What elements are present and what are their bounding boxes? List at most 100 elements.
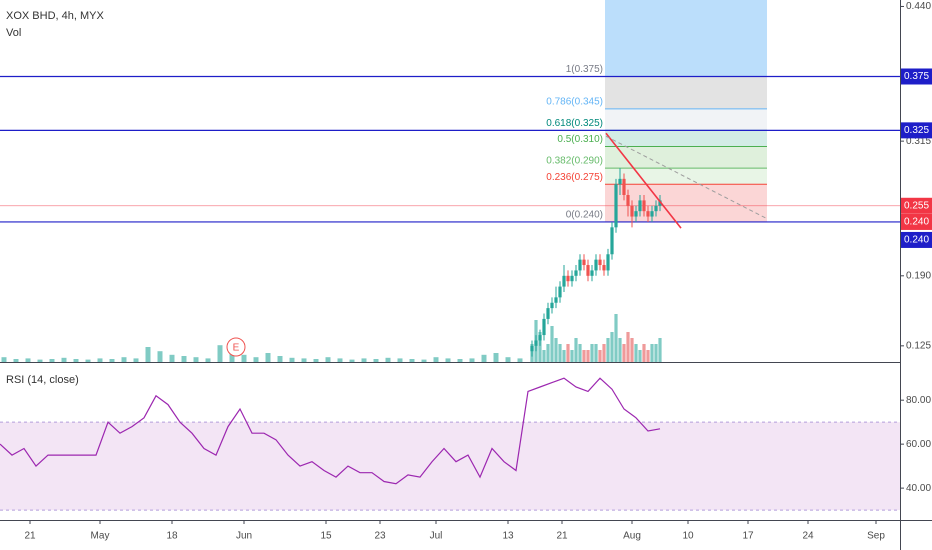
volume-bar: [277, 356, 283, 362]
volume-bar: [253, 357, 259, 362]
volume-bar: [133, 358, 139, 362]
candle-body: [594, 259, 598, 271]
volume-bar: [614, 314, 618, 362]
candle-body: [638, 200, 642, 212]
candle-body: [554, 297, 558, 303]
earnings-marker: [226, 337, 246, 357]
volume-bar: [373, 359, 379, 362]
volume-bar: [361, 358, 367, 362]
volume-bar: [566, 344, 570, 362]
price-label: 0.325: [904, 125, 929, 136]
candle-body: [530, 345, 534, 352]
volume-bar: [469, 358, 475, 362]
volume-bar: [606, 338, 610, 362]
volume-bar: [301, 358, 307, 362]
candle-body: [622, 178, 626, 196]
fib-label: 0.236(0.275): [546, 172, 603, 183]
candle-body: [562, 275, 566, 287]
candle-body: [534, 340, 538, 346]
x-tick-label: Jun: [236, 531, 252, 542]
fib-band: [605, 146, 767, 169]
rsi-tick-label: 60.00: [906, 439, 931, 450]
volume-bar: [650, 344, 654, 362]
candle-body: [558, 286, 562, 298]
volume-bar: [538, 332, 542, 362]
candle-body: [566, 275, 570, 282]
x-tick-label: 23: [374, 531, 386, 542]
volume-bar: [658, 338, 662, 362]
x-tick-label: 13: [502, 531, 514, 542]
y-tick-label: 0.315: [906, 136, 931, 147]
volume-bar: [313, 359, 319, 362]
candle-body: [570, 275, 574, 282]
volume-bar: [558, 344, 562, 362]
price-label-bg: [901, 197, 932, 214]
fib-band: [605, 130, 767, 147]
volume-bar: [542, 350, 546, 362]
volume-bar: [626, 332, 630, 362]
volume-bar: [586, 350, 590, 362]
volume-bar: [109, 359, 115, 362]
symbol-title: XOX BHD, 4h, MYX: [6, 10, 104, 22]
candle-body: [590, 270, 594, 276]
volume-bar: [634, 344, 638, 362]
fib-band: [605, 76, 767, 109]
volume-bar: [217, 345, 223, 362]
price-label-bg: [901, 68, 932, 85]
candle-body: [630, 205, 634, 217]
candle-body: [546, 308, 550, 319]
volume-bar: [145, 347, 151, 362]
price-label-bg: [901, 231, 932, 248]
y-tick-label: 0.440: [906, 1, 931, 12]
x-tick-label: 21: [556, 531, 568, 542]
volume-bar: [385, 357, 391, 362]
y-tick-label: 0.125: [906, 340, 931, 351]
price-label: 0.255: [904, 200, 929, 211]
volume-bar: [646, 350, 650, 362]
volume-bar: [554, 338, 558, 362]
fib-band: [605, 108, 767, 131]
volume-bar: [590, 344, 594, 362]
volume-bar: [574, 338, 578, 362]
volume-bar: [205, 358, 211, 362]
volume-bar: [618, 338, 622, 362]
volume-bar: [25, 358, 31, 362]
candle-body: [542, 318, 546, 336]
volume-bar: [493, 353, 499, 362]
x-tick-label: 24: [802, 531, 814, 542]
price-label: 0.375: [904, 71, 929, 82]
x-tick-label: 15: [320, 531, 332, 542]
rsi-tick-label: 80.00: [906, 395, 931, 406]
x-tick-label: 17: [742, 531, 754, 542]
volume-bar: [654, 344, 658, 362]
volume-bar: [630, 338, 634, 362]
volume-bar: [241, 354, 247, 362]
volume-bar: [578, 344, 582, 362]
volume-bar: [229, 353, 235, 362]
volume-bar: [13, 359, 19, 362]
volume-bar: [1, 357, 7, 362]
candle-body: [578, 259, 582, 271]
fib-label: 0.618(0.325): [546, 118, 603, 129]
volume-bar: [325, 357, 331, 362]
volume-bar: [445, 358, 451, 362]
projection-box: [605, 0, 767, 77]
volume-bar: [570, 350, 574, 362]
x-tick-label: 10: [682, 531, 694, 542]
volume-bar: [97, 358, 103, 362]
x-tick-label: Sep: [867, 531, 885, 542]
volume-bar: [169, 354, 175, 362]
candle-body: [634, 211, 638, 217]
volume-bar: [181, 356, 187, 362]
volume-title: Vol: [6, 27, 21, 39]
price-label: 0.240: [904, 235, 929, 246]
volume-bar: [193, 357, 199, 362]
price-label-bg: [901, 122, 932, 139]
volume-bar: [61, 357, 67, 362]
candle-body: [606, 254, 610, 271]
fib-label: 1(0.375): [566, 64, 603, 75]
rsi-line: [0, 377, 661, 485]
x-tick-label: 18: [166, 531, 178, 542]
price-label: 0.240: [904, 217, 929, 228]
